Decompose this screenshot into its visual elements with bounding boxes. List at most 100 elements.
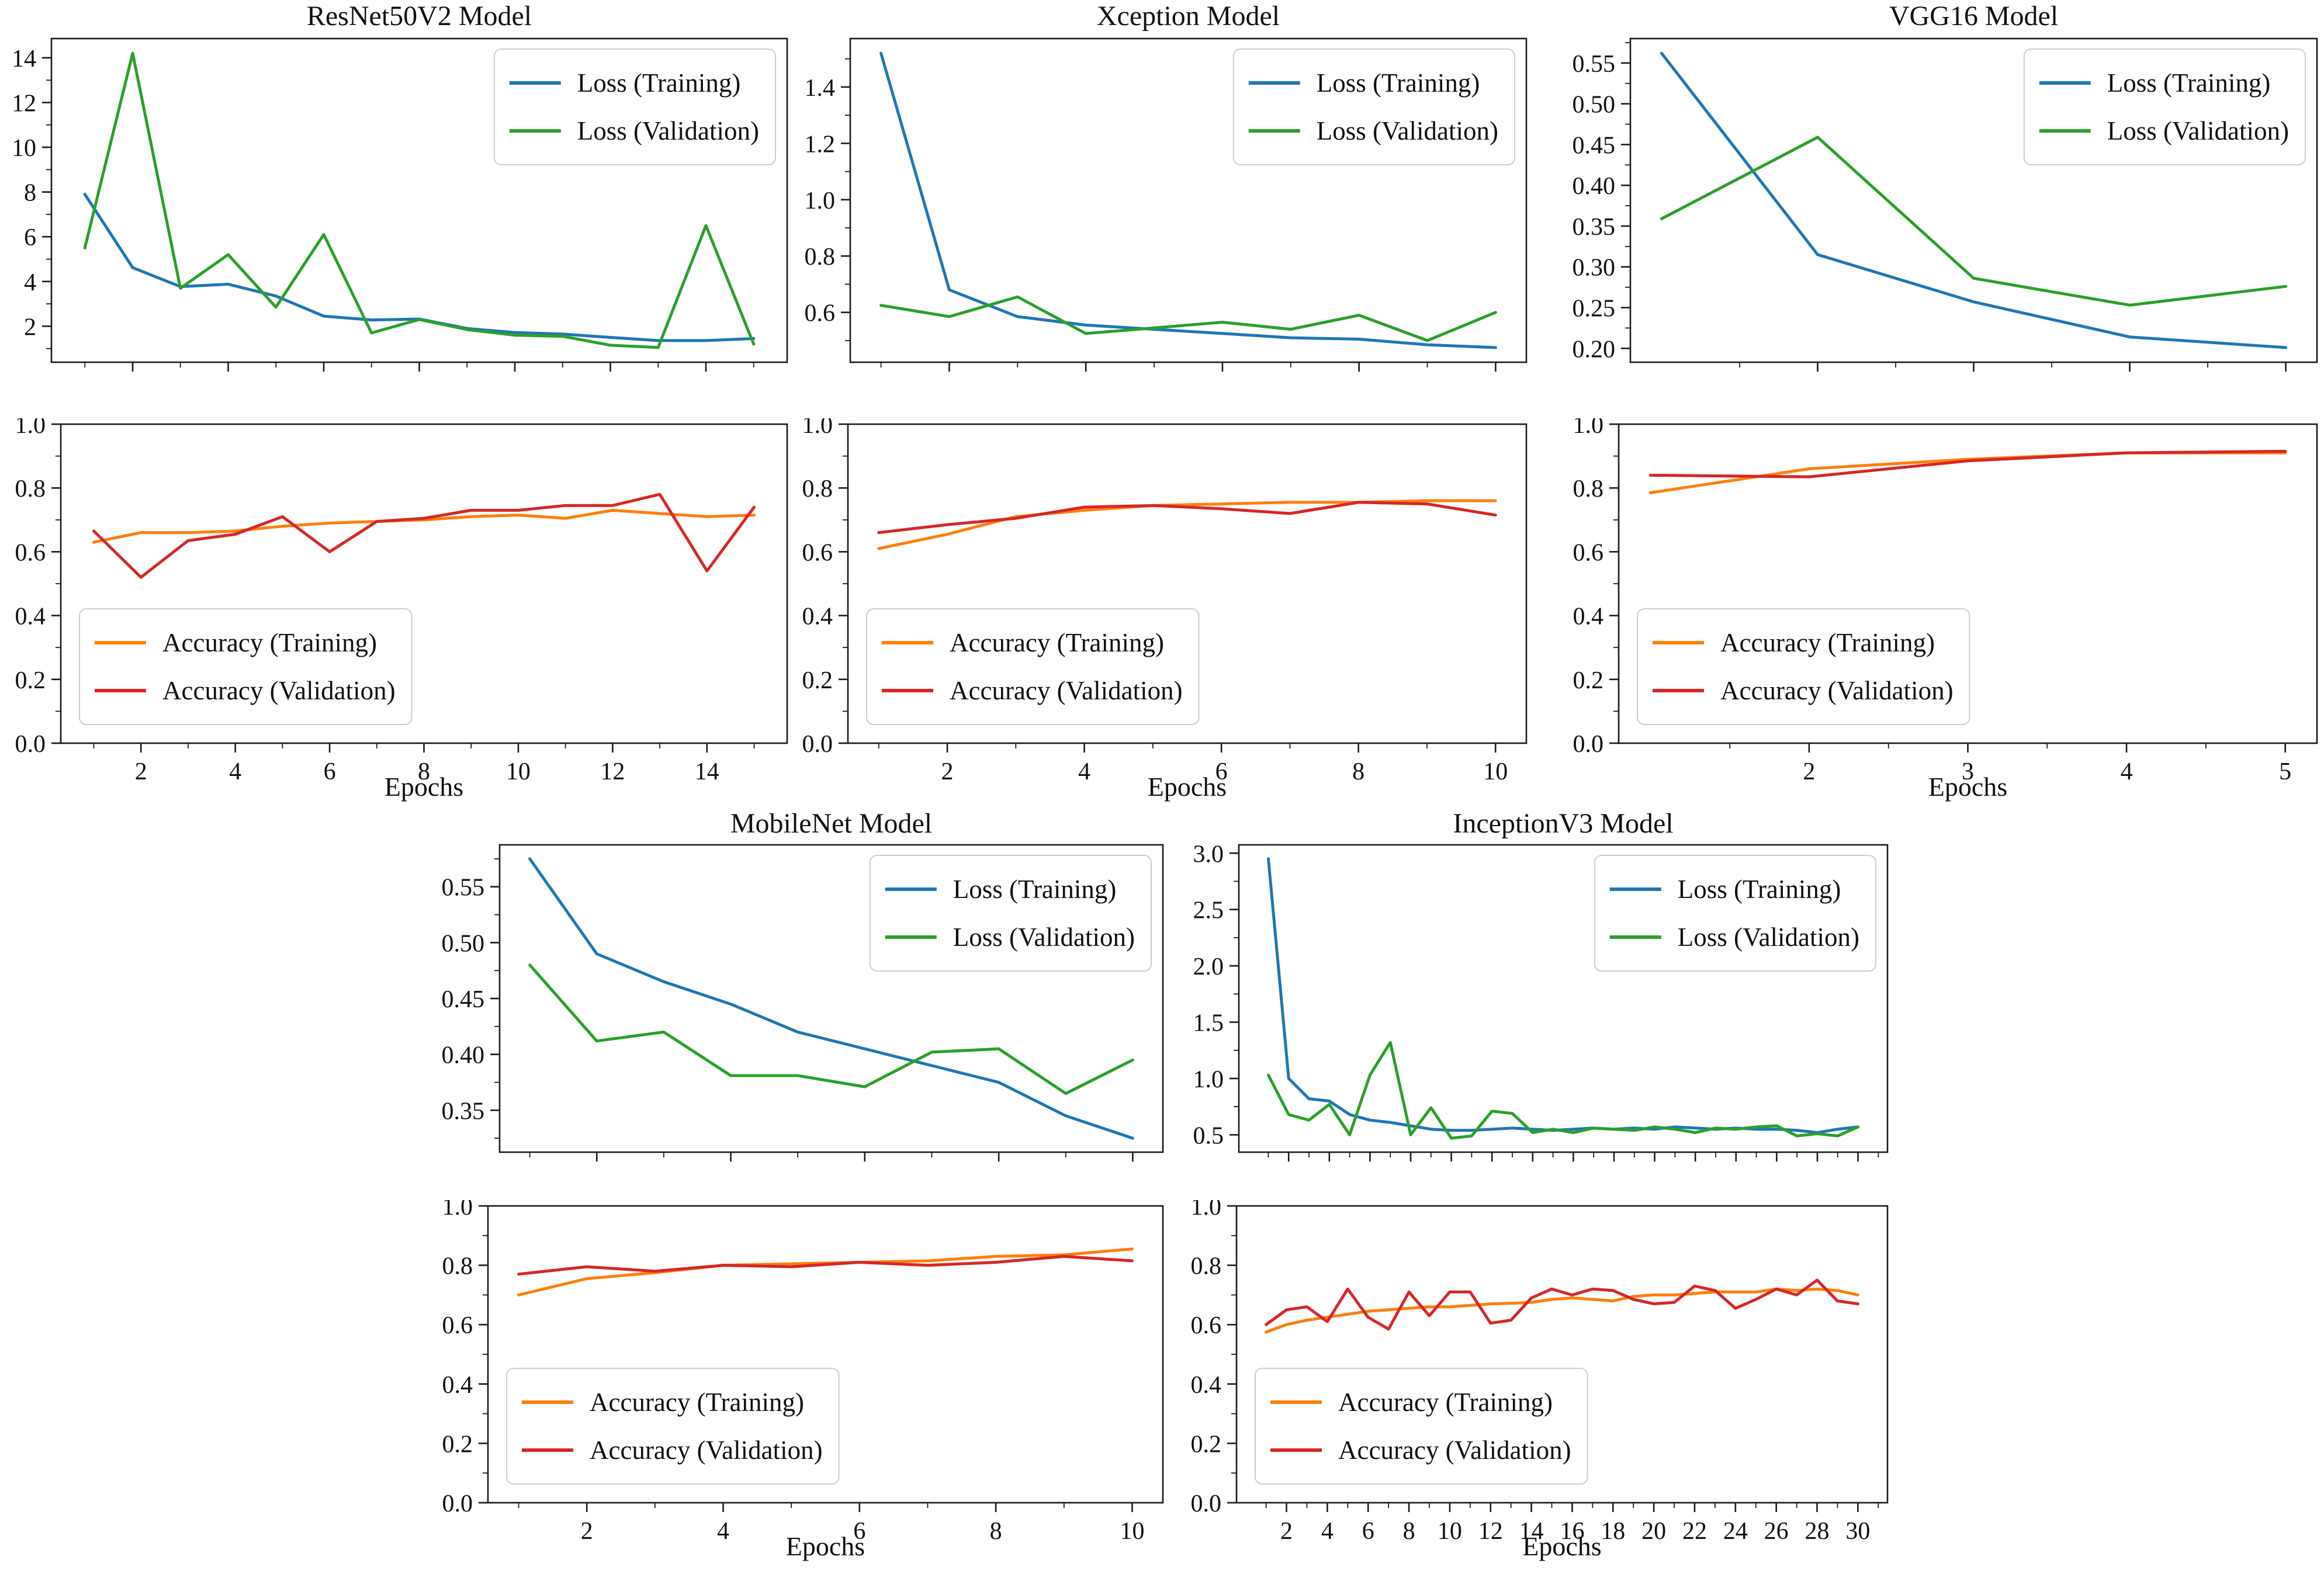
svg-text:2: 2 — [1280, 1518, 1293, 1545]
legend-label: Accuracy (Validation) — [162, 676, 396, 705]
axes: 2 4 6 8 10 12 14 16 18 20 22 24 26 28 300.00.20.40.60.… — [1191, 1200, 1879, 1545]
svg-text:0.6: 0.6 — [805, 300, 836, 327]
svg-text:0.8: 0.8 — [1573, 476, 1604, 502]
svg-text:22: 22 — [1682, 1518, 1707, 1545]
legend-label: Loss (Validation) — [953, 923, 1135, 952]
svg-text:0.2: 0.2 — [1191, 1431, 1222, 1458]
svg-text:0.8: 0.8 — [802, 476, 833, 502]
accuracy-line — [92, 493, 756, 579]
svg-text:2.5: 2.5 — [1193, 897, 1224, 924]
svg-text:10: 10 — [14, 135, 36, 162]
svg-text:10: 10 — [1120, 1518, 1145, 1545]
svg-text:4: 4 — [229, 758, 241, 785]
axes: 2 4 6 8 10 0.0 0.2 0.4 0.6 0.8 1.0 — [442, 1200, 1145, 1545]
accuracy-line — [1648, 449, 2287, 479]
svg-text:14: 14 — [695, 758, 719, 785]
svg-text:6: 6 — [24, 224, 36, 251]
legend-label: Loss (Training) — [1678, 875, 1841, 904]
svg-text:5: 5 — [2279, 758, 2291, 785]
svg-text:0.45: 0.45 — [442, 986, 485, 1013]
svg-text:1.0: 1.0 — [1573, 418, 1604, 439]
legend-label: Loss (Validation) — [2107, 116, 2289, 145]
plot-border — [1238, 844, 1889, 1153]
legend-label: Accuracy (Validation) — [950, 676, 1183, 705]
svg-text:10: 10 — [1438, 1518, 1462, 1545]
axes: 0.35 0.40 0.45 0.50 0.55 — [442, 858, 1134, 1162]
svg-text:0.40: 0.40 — [1573, 173, 1616, 200]
svg-text:0.0: 0.0 — [802, 731, 833, 758]
axes: 0.6 0.8 1.0 1.2 1.4 — [805, 58, 1497, 372]
plot-border — [1235, 1205, 1889, 1504]
legend: Accuracy (Training) Accuracy (Validation) — [506, 1368, 840, 1485]
svg-text:4: 4 — [1321, 1518, 1334, 1545]
accuracy-line — [877, 501, 1497, 535]
svg-text:4: 4 — [24, 269, 36, 296]
svg-text:0.35: 0.35 — [442, 1098, 485, 1125]
svg-text:0.20: 0.20 — [1573, 336, 1616, 363]
svg-text:8: 8 — [1352, 758, 1364, 785]
svg-text:12: 12 — [14, 90, 36, 117]
svg-text:1.4: 1.4 — [805, 75, 836, 102]
legend-label: Loss (Training) — [2107, 68, 2271, 98]
svg-text:0.4: 0.4 — [1191, 1372, 1222, 1399]
svg-text:0.50: 0.50 — [442, 930, 485, 957]
svg-text:0.0: 0.0 — [442, 1490, 473, 1517]
chart-title-mobilenet: MobileNet Model — [730, 808, 933, 839]
svg-text:6: 6 — [853, 1518, 865, 1545]
legend: Loss (Training) Loss (Validation) — [1594, 855, 1876, 972]
chart-title-vgg16: VGG16 Model — [1889, 1, 2059, 32]
svg-text:1.0: 1.0 — [1191, 1200, 1222, 1221]
legend: Accuracy (Training) Accuracy (Validation) — [1255, 1368, 1588, 1485]
legend: Loss (Training) Loss (Validation) — [869, 855, 1152, 972]
legend-label: Accuracy (Training) — [950, 628, 1164, 657]
legend: Accuracy (Training) Accuracy (Validation) — [1637, 608, 1970, 725]
svg-text:8: 8 — [990, 1518, 1002, 1545]
mobilenet-accuracy-chart: 2 4 6 8 10 0.0 0.2 0.4 0.6 0.8 1.0 Accuracy (Traini… — [442, 1200, 1164, 1561]
legend: Loss (Training) Loss (Validation) — [1232, 48, 1515, 165]
legend-label: Accuracy (Validation) — [590, 1436, 823, 1465]
svg-text:4: 4 — [717, 1518, 729, 1545]
svg-text:2.0: 2.0 — [1193, 954, 1224, 980]
svg-text:28: 28 — [1805, 1518, 1830, 1545]
loss-line — [879, 295, 1497, 342]
axes: 2 4 6 8 10 12 14 — [14, 46, 754, 372]
legend-label: Loss (Training) — [953, 875, 1117, 904]
svg-text:0.35: 0.35 — [1573, 214, 1616, 241]
model-column-mobilenet: MobileNet Model 0.35 0.40 0.45 0.50 0.55 Loss… — [441, 809, 1169, 1563]
model-column-vgg16: VGG16 Model 0.20 0.25 0.30 0.35 0.40 0.45 0.50… — [1572, 0, 2323, 804]
svg-text:0.8: 0.8 — [1191, 1253, 1222, 1280]
loss-line — [528, 963, 1134, 1095]
resnet50v2-accuracy-chart: 2 4 6 8 10 12 14 0.0 0.2 0.4 0.6 0.8 1.0 Accuracy (Tr… — [15, 418, 788, 802]
svg-text:8: 8 — [1403, 1518, 1415, 1545]
plot-border — [849, 37, 1528, 363]
svg-text:2: 2 — [581, 1518, 593, 1545]
legend-label: Accuracy (Training) — [162, 628, 377, 657]
vgg16-loss-chart: 0.20 0.25 0.30 0.35 0.40 0.45 0.50 0.55 Loss (Tr… — [1573, 37, 2318, 372]
svg-text:3: 3 — [1962, 758, 1974, 785]
svg-text:0.6: 0.6 — [1191, 1312, 1222, 1339]
svg-text:3.0: 3.0 — [1193, 841, 1224, 868]
svg-text:2: 2 — [1803, 758, 1815, 785]
svg-text:0.4: 0.4 — [15, 604, 46, 630]
loss-line — [83, 51, 756, 349]
svg-text:0.0: 0.0 — [1191, 1490, 1222, 1517]
plot-border — [847, 423, 1528, 744]
accuracy-line — [517, 1247, 1134, 1296]
axes: 2 4 6 8 10 12 14 0.0 0.2 0.4 0.6 0.8 1.0 — [15, 418, 755, 785]
axes: 0.5 1.0 1.5 2.0 2.5 3.0 — [1193, 841, 1879, 1162]
svg-text:10: 10 — [506, 758, 531, 785]
svg-text:14: 14 — [1519, 1518, 1544, 1545]
svg-text:0.8: 0.8 — [442, 1253, 473, 1280]
legend-label: Loss (Validation) — [577, 116, 759, 145]
svg-text:1.5: 1.5 — [1193, 1010, 1224, 1036]
accuracy-line — [1265, 1278, 1859, 1331]
legend-label: Accuracy (Training) — [1338, 1388, 1553, 1417]
svg-text:8: 8 — [418, 758, 430, 785]
accuracy-line — [517, 1254, 1134, 1276]
svg-text:4: 4 — [1078, 758, 1090, 785]
plot-border — [50, 37, 788, 363]
xception-loss-chart: 0.6 0.8 1.0 1.2 1.4 Loss (Training) Loss (Vali… — [805, 37, 1528, 372]
x-axis-label: Epochs — [1928, 772, 2007, 802]
vgg16-accuracy-chart: 2 3 4 5 0.0 0.2 0.4 0.6 0.8 1.0 Accuracy (Training… — [1573, 418, 2318, 802]
svg-text:2: 2 — [941, 758, 954, 785]
